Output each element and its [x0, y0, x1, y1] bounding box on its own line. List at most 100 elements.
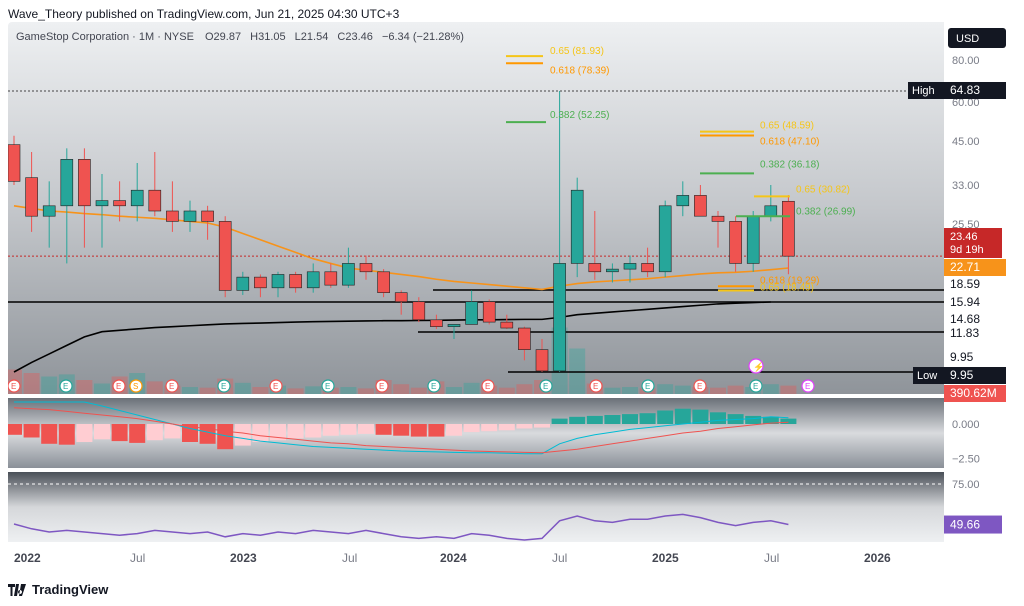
earnings-event-glyph: E [169, 382, 174, 391]
currency-label: USD [956, 33, 979, 45]
high-label: H [250, 31, 258, 43]
chart-svg[interactable]: 0.65 (81.93) 0.618 (78.39) 0.382 (52.25) 0.… [8, 22, 1014, 574]
earnings-event-glyph: E [593, 382, 598, 391]
earnings-event-icon [641, 379, 655, 393]
price-label-bg [944, 385, 1006, 402]
ema-orange-line [13, 205, 789, 291]
chart-container[interactable]: 0.65 (81.93) 0.618 (78.39) 0.382 (52.25) 0.… [8, 22, 1014, 574]
candle-body [676, 195, 690, 207]
macd-histogram-bar [287, 424, 304, 439]
macd-histogram-bar [146, 424, 163, 441]
volume-bar [23, 373, 40, 394]
macd-line [14, 401, 789, 455]
last-price-badge [944, 228, 1002, 258]
candle-body [764, 205, 778, 217]
open-label: O [205, 31, 214, 43]
earnings-event-icon [539, 379, 553, 393]
macd-histogram-bar [745, 415, 762, 424]
tradingview-brand[interactable]: TradingView [8, 582, 108, 597]
volume-bar [287, 388, 304, 394]
earnings-event-glyph: E [221, 382, 226, 391]
time-axis-bg [8, 542, 1014, 574]
macd-histogram-bar [428, 424, 445, 437]
candle-body [465, 301, 478, 325]
macd-axis-tick-label: −2.50 [952, 454, 980, 466]
earnings-event-glyph: E [116, 382, 121, 391]
dividend-split-icon [748, 358, 764, 374]
macd-histogram-bar [111, 424, 128, 442]
volume-bar [76, 380, 93, 394]
earnings-event-icon [112, 379, 126, 393]
price-label-bg [944, 82, 1006, 99]
macd-histogram-bar [270, 424, 286, 441]
earnings-event-icon [129, 379, 143, 393]
candle-body [8, 144, 21, 182]
macd-axis-tick-label: 0.000 [952, 419, 980, 431]
fib-level-label: 0.65 (30.82) [796, 184, 850, 195]
earnings-event-glyph: E [431, 382, 436, 391]
macd-histogram-bar [322, 424, 339, 436]
price-label-value: 15.94 [950, 295, 980, 309]
macd-histogram-bar [94, 424, 110, 440]
symbol-legend[interactable]: GameStop Corporation · 1M · NYSE O29.87 … [16, 31, 464, 43]
dividend-split-glyph: ⚡ [753, 361, 764, 373]
macd-histogram-bar [446, 424, 462, 436]
volume-bar [710, 387, 726, 394]
fib-level-label: 0.65 (48.59) [760, 121, 814, 132]
volume-bar [393, 384, 410, 394]
candle-body [25, 177, 38, 217]
rsi-layer [8, 483, 944, 541]
macd-histogram-bar [516, 424, 533, 429]
macd-histogram-bar [182, 424, 198, 442]
price-label-value: 14.68 [950, 312, 980, 326]
fib-level-label: 0.65 (81.93) [550, 46, 604, 57]
currency-button[interactable]: USD [948, 28, 1006, 48]
tradingview-brand-label: TradingView [32, 582, 109, 597]
macd-histogram-bar [164, 424, 181, 439]
macd-histogram-bar [129, 424, 146, 443]
candle-body [271, 274, 285, 289]
earnings-event-glyph: E [645, 382, 650, 391]
open-value: 29.87 [214, 31, 242, 43]
candle-body [148, 189, 162, 212]
candle-body [95, 200, 109, 207]
y-axis-tick-label: 33.00 [952, 180, 980, 192]
price-label-value: 18.59 [950, 277, 980, 291]
volume-bar [252, 387, 269, 394]
earnings-event-glyph: E [543, 382, 548, 391]
volume-bar [146, 381, 163, 394]
candle-body [306, 271, 320, 289]
candle-body [746, 215, 760, 264]
price-label-value: 390.62M [950, 386, 997, 400]
extreme-tag-bg [913, 367, 949, 384]
countdown-value: 9d 19h [950, 244, 984, 256]
low-label: L [295, 31, 301, 43]
volume-bar [780, 385, 797, 394]
macd-histogram-bar [569, 416, 586, 424]
rsi-value: 49.66 [950, 518, 980, 532]
candle-body [430, 319, 443, 327]
earnings-event-glyph: E [325, 382, 330, 391]
price-label-value: 64.83 [950, 83, 980, 97]
fib-level-label: 0.618 (19.29) [760, 275, 820, 286]
volume-bar [41, 376, 58, 394]
candle-body [130, 189, 144, 207]
volume-bar [498, 387, 515, 394]
earnings-event-icon [801, 379, 815, 393]
macd-histogram-bar [358, 424, 374, 434]
publisher-line: Wave_Theory published on TradingView.com… [8, 7, 400, 21]
earnings-event-glyph: E [697, 382, 702, 391]
x-axis-tick-label: Jul [764, 551, 779, 565]
candle-body [658, 205, 672, 273]
y-axis-tick-label: 60.00 [952, 97, 980, 109]
macd-histogram-bar [710, 412, 726, 424]
x-axis-layer: 2022 Jul 2023 Jul 2024 Jul 2025 Jul 2026 [14, 551, 891, 565]
macd-histogram-bar [305, 424, 322, 438]
macd-histogram-bar [622, 414, 638, 424]
macd-histogram-bar [410, 424, 427, 437]
symbol-name: GameStop Corporation · 1M · NYSE [16, 31, 194, 43]
macd-histogram-bar [692, 409, 709, 424]
candle-body [623, 263, 637, 270]
high-value: 31.05 [258, 31, 286, 43]
